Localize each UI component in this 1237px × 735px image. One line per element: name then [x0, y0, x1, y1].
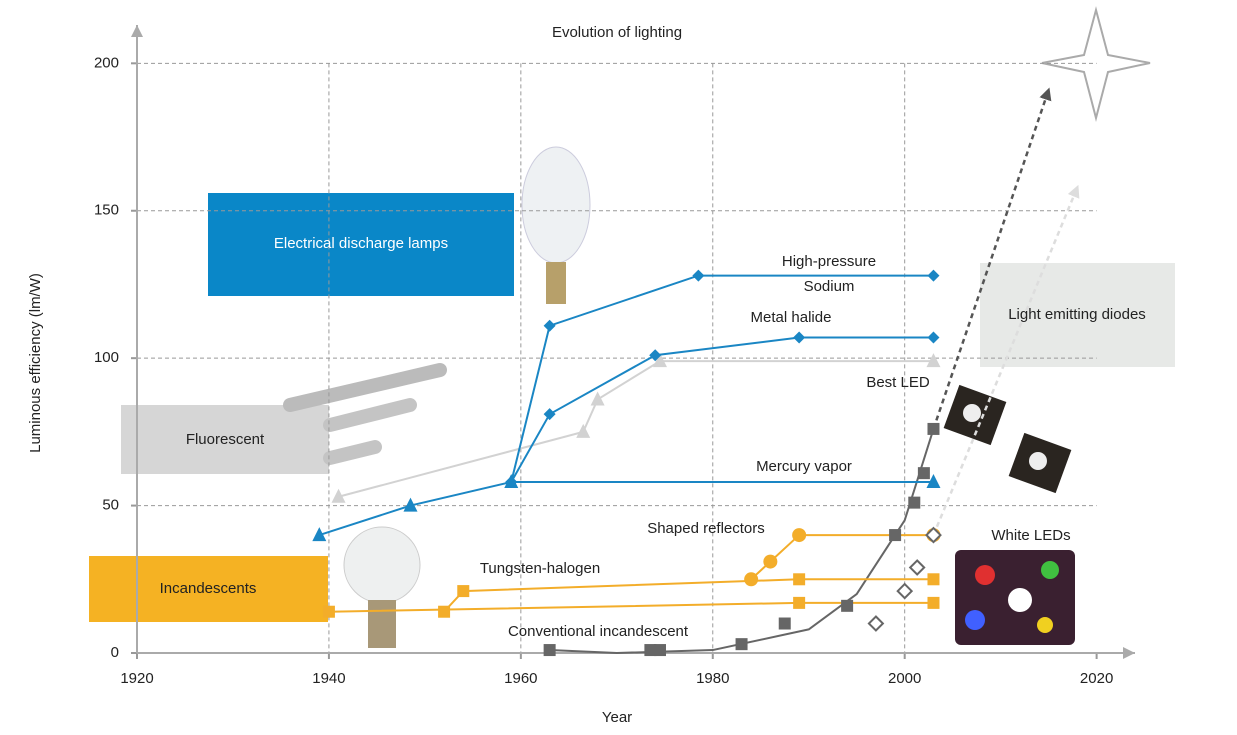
marker [654, 644, 666, 656]
annotation: White LEDs [991, 527, 1070, 544]
x-axis-label: Year [602, 709, 632, 726]
marker [544, 320, 556, 332]
marker [927, 332, 939, 344]
x-tick-label: 1960 [504, 670, 537, 687]
marker [779, 618, 791, 630]
marker [927, 423, 939, 435]
series-line [444, 579, 933, 611]
illustrations [89, 10, 1175, 648]
y-tick-label: 50 [102, 497, 119, 514]
y-tick-label: 100 [94, 349, 119, 366]
marker [457, 585, 469, 597]
white-leds-photo [955, 550, 1075, 645]
x-axis-arrow [1123, 647, 1135, 659]
box-label: Electrical discharge lamps [274, 235, 448, 252]
marker [744, 572, 758, 586]
y-tick-label: 150 [94, 202, 119, 219]
series-line [511, 338, 933, 482]
annotation: Shaped reflectors [647, 520, 765, 537]
marker [544, 644, 556, 656]
marker [793, 573, 805, 585]
marker [841, 600, 853, 612]
y-tick-label: 0 [111, 644, 119, 661]
marker [591, 391, 605, 405]
marker [793, 332, 805, 344]
y-tick-label: 200 [94, 54, 119, 71]
marker [736, 638, 748, 650]
chart: Evolution of lighting Year Luminous effi… [0, 0, 1237, 730]
y-axis-label: Luminous efficiency (lm/W) [27, 273, 44, 453]
chart-title: Evolution of lighting [552, 24, 682, 41]
marker [692, 270, 704, 282]
box-label: Light emitting diodes [1008, 306, 1146, 323]
y-axis-arrow [131, 25, 143, 37]
x-tick-label: 2000 [888, 670, 921, 687]
marker [793, 597, 805, 609]
marker [869, 617, 883, 631]
x-tick-label: 1940 [312, 670, 345, 687]
marker [323, 606, 335, 618]
box-label: Fluorescent [186, 431, 265, 448]
marker [544, 408, 556, 420]
marker [918, 467, 930, 479]
marker [763, 555, 777, 569]
annotation: Mercury vapor [756, 458, 852, 475]
incandescent-bulb [344, 527, 420, 648]
annotation: Metal halide [751, 309, 832, 326]
marker [927, 573, 939, 585]
marker [438, 606, 450, 618]
annotation: Conventional incandescent [508, 623, 689, 640]
x-tick-label: 1920 [120, 670, 153, 687]
marker [889, 529, 901, 541]
annotation: Sodium [804, 278, 855, 295]
discharge-bulb [522, 147, 590, 304]
annotation: Tungsten-halogen [480, 560, 600, 577]
marker [910, 560, 924, 574]
projection-arrow [933, 90, 1048, 429]
series-line [751, 535, 933, 579]
annotation: High-pressure [782, 253, 876, 270]
star [1042, 10, 1150, 118]
x-tick-label: 1980 [696, 670, 729, 687]
marker [927, 597, 939, 609]
marker [927, 270, 939, 282]
marker [908, 497, 920, 509]
annotation: Best LED [866, 374, 930, 391]
marker [792, 528, 806, 542]
box-label: Incandescents [160, 580, 257, 597]
led-chips [944, 385, 1072, 493]
marker [898, 584, 912, 598]
marker [576, 424, 590, 438]
series-line [339, 361, 934, 497]
x-tick-label: 2020 [1080, 670, 1113, 687]
